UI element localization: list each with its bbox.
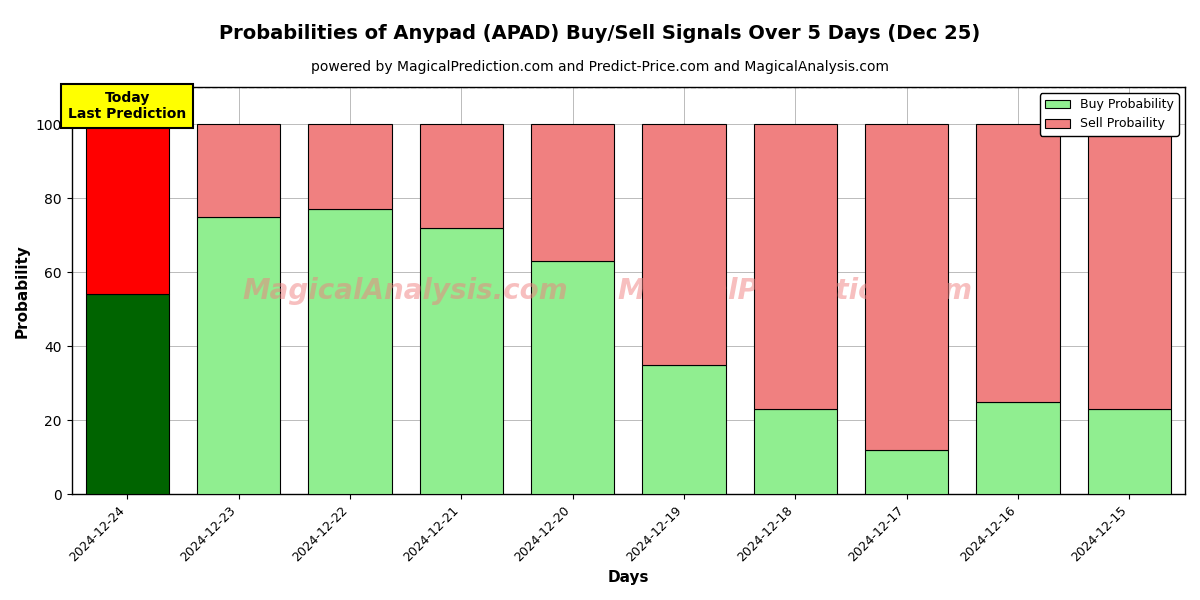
Bar (1087, 124, 1171, 409)
Bar (865, 450, 948, 494)
Y-axis label: Probability: Probability (16, 244, 30, 338)
Text: MagicalPrediction.com: MagicalPrediction.com (618, 277, 973, 305)
X-axis label: Days: Days (607, 570, 649, 585)
Text: powered by MagicalPrediction.com and Predict-Price.com and MagicalAnalysis.com: powered by MagicalPrediction.com and Pre… (311, 60, 889, 74)
Bar (530, 261, 614, 494)
Bar (1087, 409, 1171, 494)
Bar (85, 295, 169, 494)
Bar (865, 124, 948, 450)
Bar (197, 124, 281, 217)
Bar (977, 402, 1060, 494)
Bar (642, 124, 726, 365)
Bar (642, 365, 726, 494)
Bar (754, 409, 838, 494)
Text: Probabilities of Anypad (APAD) Buy/Sell Signals Over 5 Days (Dec 25): Probabilities of Anypad (APAD) Buy/Sell … (220, 24, 980, 43)
Bar (308, 124, 391, 209)
Legend: Buy Probability, Sell Probaility: Buy Probability, Sell Probaility (1040, 93, 1178, 136)
Text: Today
Last Prediction: Today Last Prediction (68, 91, 186, 121)
Bar (754, 124, 838, 409)
Text: MagicalAnalysis.com: MagicalAnalysis.com (242, 277, 569, 305)
Bar (85, 124, 169, 295)
Bar (977, 124, 1060, 402)
Bar (530, 124, 614, 261)
Bar (197, 217, 281, 494)
Bar (420, 124, 503, 228)
Bar (308, 209, 391, 494)
Bar (420, 228, 503, 494)
